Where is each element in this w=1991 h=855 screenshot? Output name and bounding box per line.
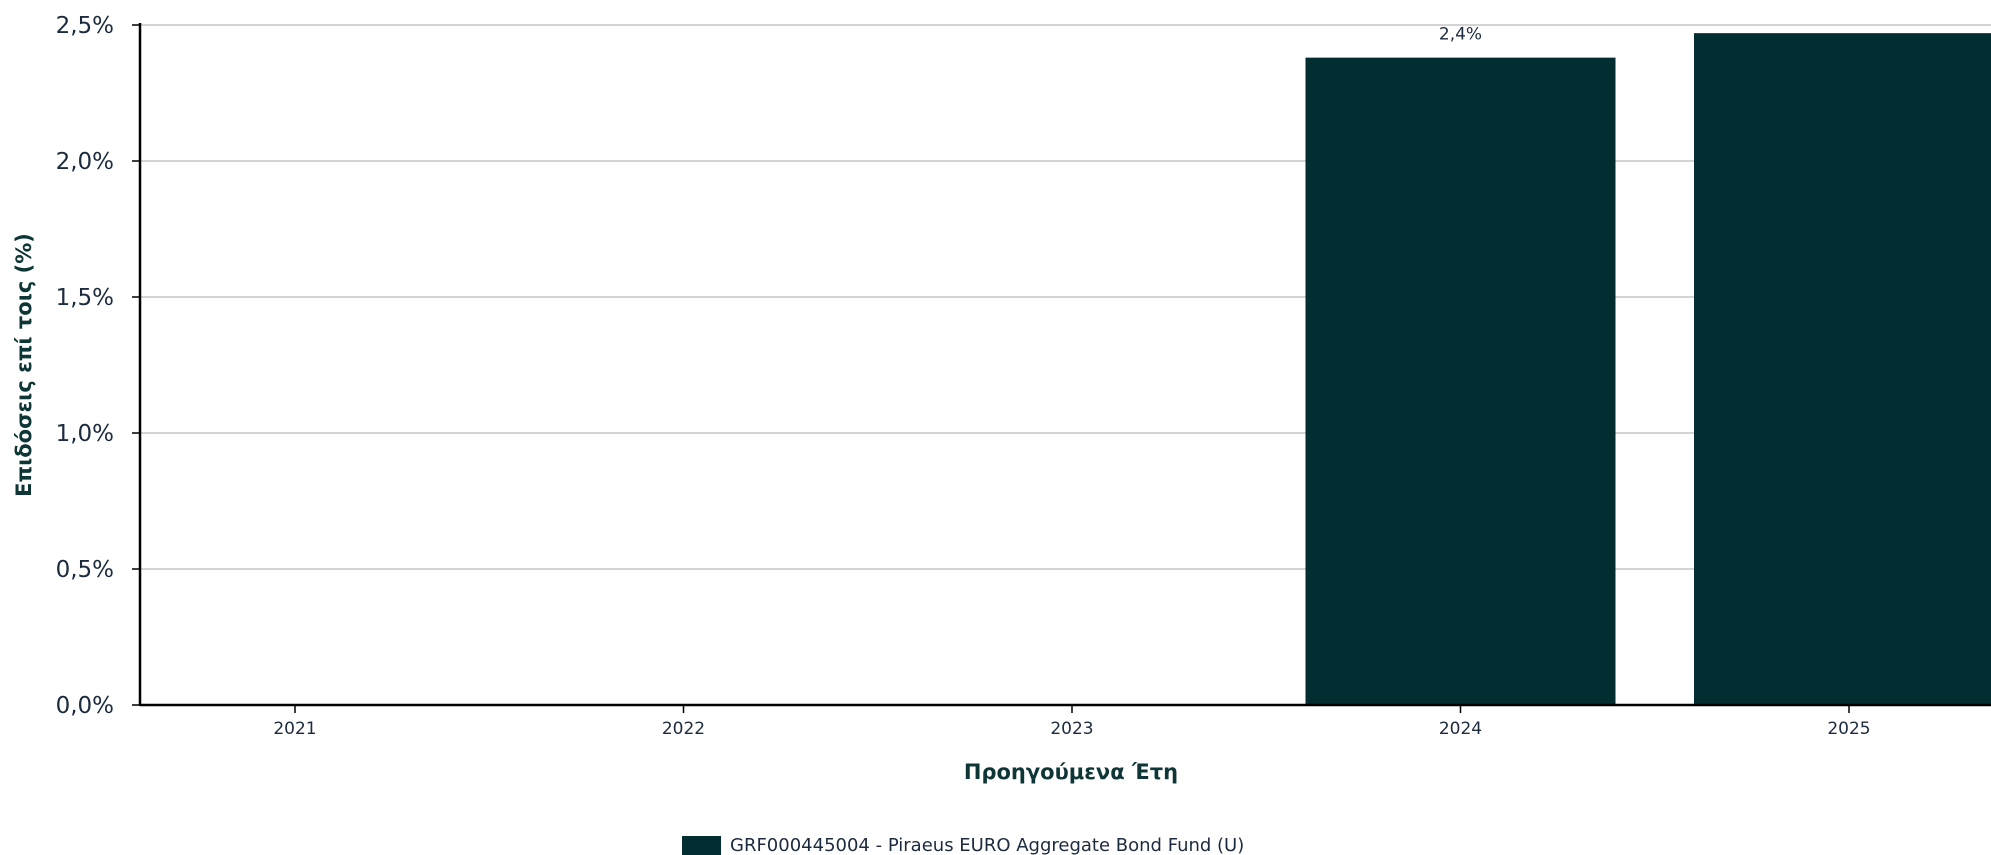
x-tick-label: 2024: [1439, 719, 1482, 739]
legend-label[interactable]: GRF000445004 - Piraeus EURO Aggregate Bo…: [730, 835, 1244, 855]
legend-swatch[interactable]: [682, 836, 721, 855]
y-tick-label: 1,5%: [56, 285, 114, 311]
gridlines: [140, 24, 1991, 570]
y-axis-title: Επιδόσεις επί τοις (%): [12, 233, 36, 497]
y-tick-label: 1,0%: [56, 421, 114, 447]
axes: [138, 23, 1991, 707]
x-tick-label: 2021: [273, 719, 316, 739]
data-labels: 2,4%: [1439, 25, 1482, 45]
bar-2025[interactable]: [1694, 33, 1991, 706]
data-label-2024: 2,4%: [1439, 25, 1482, 45]
x-tick-label: 2022: [662, 719, 705, 739]
x-tick-label: 2025: [1827, 719, 1870, 739]
y-tick-label: 2,5%: [56, 13, 114, 39]
bar-series: [1305, 33, 1991, 706]
bar-2024[interactable]: [1305, 57, 1616, 705]
legend[interactable]: GRF000445004 - Piraeus EURO Aggregate Bo…: [682, 835, 1244, 855]
y-axis-ticks: 0,0% 0,5% 1,0% 1,5% 2,0% 2,5%: [56, 13, 140, 719]
y-tick-label: 0,0%: [56, 693, 114, 719]
y-tick-label: 0,5%: [56, 557, 114, 583]
x-tick-label: 2023: [1050, 719, 1093, 739]
x-axis-ticks: 2021 2022 2023 2024 2025: [273, 705, 1871, 739]
y-tick-label: 2,0%: [56, 149, 114, 175]
x-axis-title: Προηγούμενα Έτη: [964, 760, 1178, 784]
